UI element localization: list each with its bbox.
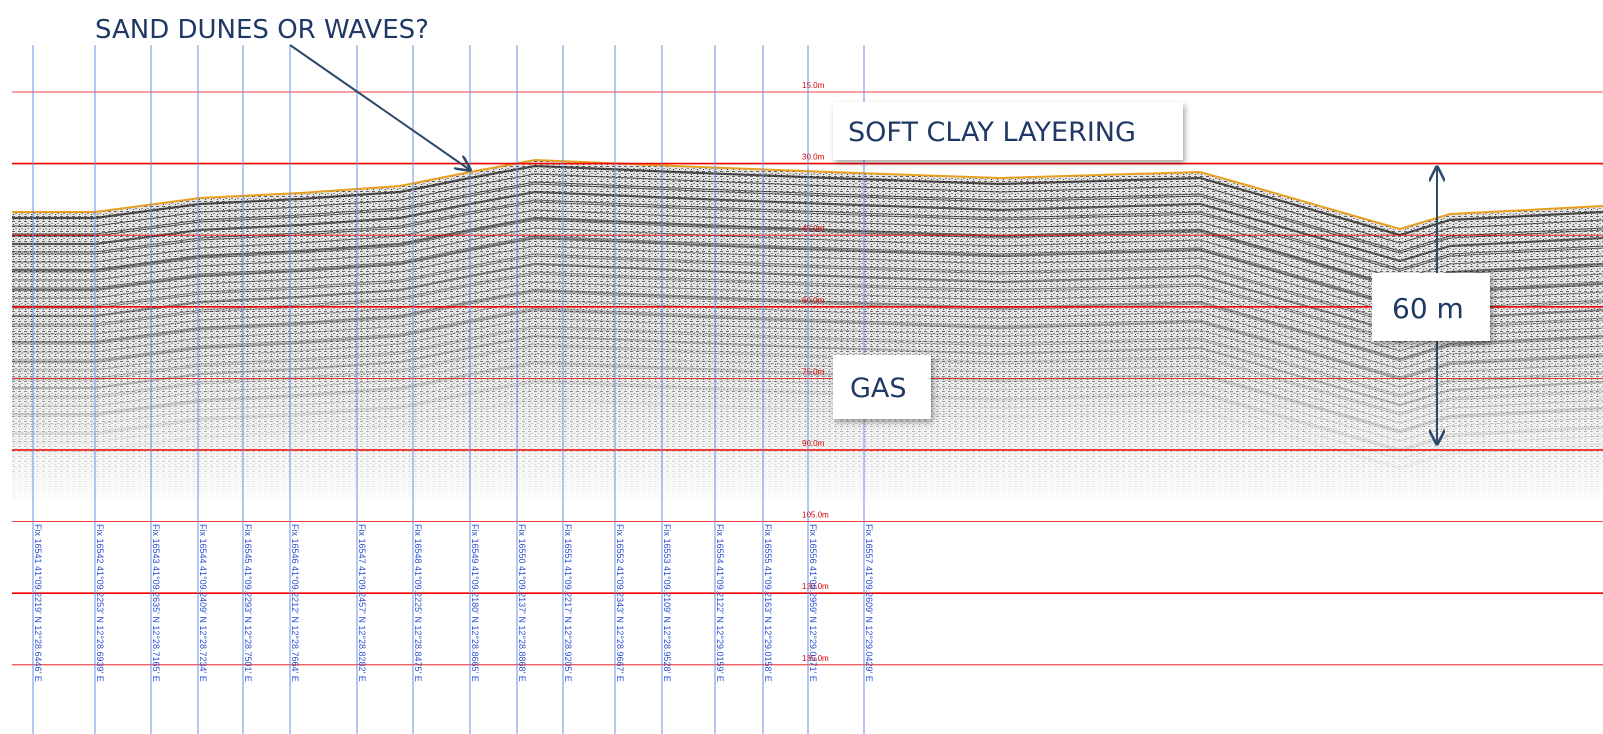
depth-label: 120.0m — [802, 582, 829, 591]
fix-label: Fix 16546 41°09.2212' N 12°28.7664' E — [290, 524, 300, 682]
reflector — [12, 183, 1603, 254]
depth-label: 90.0m — [802, 439, 825, 448]
reflector — [12, 209, 1603, 280]
reflector — [12, 379, 1603, 450]
reflector — [12, 380, 1603, 453]
fix-label: Fix 16549 41°09.2180' N 12°28.8665' E — [470, 524, 480, 682]
seabed — [12, 158, 1603, 231]
reflector — [12, 253, 1603, 324]
reflector-layers — [12, 164, 1603, 470]
fix-label: Fix 16557 41°09.2609' N 12°29.0429' E — [864, 524, 874, 682]
reflector — [12, 397, 1603, 468]
reflector — [12, 219, 1603, 290]
reflector — [12, 371, 1603, 442]
reflector — [12, 325, 1603, 396]
depth-label: 105.0m — [802, 511, 829, 520]
reflector — [12, 181, 1603, 252]
reflector — [12, 334, 1603, 407]
fix-label: Fix 16552 41°09.2343' N 12°28.9667' E — [615, 524, 625, 682]
reflector — [12, 345, 1603, 416]
reflector — [12, 307, 1603, 378]
fix-label: Fix 16551 41°09.2217' N 12°28.9205' E — [563, 524, 573, 682]
reflector — [12, 308, 1603, 381]
reflector — [12, 281, 1603, 352]
reflector — [12, 216, 1603, 289]
annotation: SOFT CLAY LAYERING — [848, 117, 1136, 148]
annotation: 60 m — [1392, 292, 1464, 325]
fix-label: Fix 16554 41°09.2122' N 12°29.0159' E — [715, 524, 725, 682]
reflector — [12, 173, 1603, 244]
fix-label: Fix 16541 41°09.2219' N 12°28.6446' E — [33, 524, 43, 682]
reflector — [12, 235, 1603, 306]
annotation: SAND DUNES OR WAVES? — [95, 15, 429, 45]
fix-label: Fix 16556 41°09.2959' N 12°29.0271' E — [808, 524, 818, 682]
reflector — [12, 343, 1603, 414]
fix-label: Fix 16548 41°09.2225' N 12°28.8475' E — [413, 524, 423, 682]
reflector — [12, 291, 1603, 362]
depth-label: 60.0m — [802, 296, 825, 305]
depth-label: 30.0m — [802, 153, 825, 162]
callout-box — [1372, 273, 1490, 341]
reflector — [12, 273, 1603, 344]
fix-label: Fix 16547 41°09.2457' N 12°28.8282' E — [357, 524, 367, 682]
reflector — [12, 271, 1603, 342]
depth-label: 15.0m — [802, 81, 825, 90]
depth-label: 45.0m — [802, 224, 825, 233]
fix-label: Fix 16555 41°09.2163' N 12°29.0158' E — [763, 524, 773, 682]
reflector — [12, 288, 1603, 361]
reflector — [12, 245, 1603, 316]
reflector — [12, 201, 1603, 272]
reflector — [12, 327, 1603, 398]
reflector — [12, 389, 1603, 460]
reflector — [12, 255, 1603, 326]
callout-box — [833, 102, 1183, 160]
depth-label: 135.0m — [802, 654, 829, 663]
reflector — [12, 199, 1603, 270]
fix-label: Fix 16542 41°09.2253' N 12°28.6939' E — [95, 524, 105, 682]
reflector — [12, 360, 1603, 433]
reflector — [12, 236, 1603, 309]
callout-box — [833, 355, 931, 419]
reflector — [12, 363, 1603, 434]
reflector — [12, 164, 1603, 237]
fix-label: Fix 16553 41°09.2109' N 12°28.9528' E — [662, 524, 672, 682]
arrow — [289, 44, 470, 170]
fix-label: Fix 16550 41°09.2137' N 12°28.8868' E — [517, 524, 527, 682]
reflector — [12, 317, 1603, 388]
fix-label: Fix 16543 41°09.2635' N 12°28.7165' E — [151, 524, 161, 682]
depth-label: 75.0m — [802, 367, 825, 376]
reflector — [12, 353, 1603, 424]
fix-label: Fix 16545 41°09.2293' N 12°28.7501' E — [243, 524, 253, 682]
reflector — [12, 190, 1603, 263]
annotation: GAS — [850, 373, 907, 404]
fix-label: Fix 16544 41°09.2409' N 12°28.7234' E — [198, 524, 208, 682]
reflector — [12, 399, 1603, 470]
reflector — [12, 262, 1603, 335]
